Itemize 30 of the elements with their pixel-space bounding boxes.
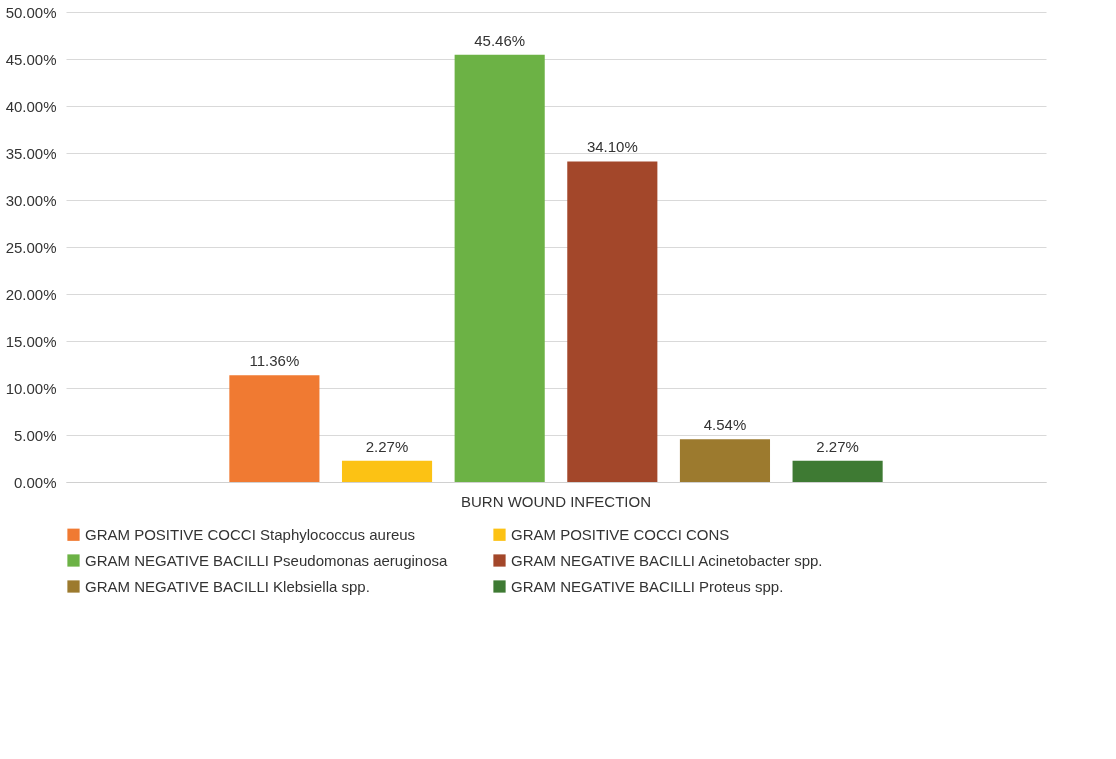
y-tick-label: 15.00% (5, 332, 57, 350)
legend-label: GRAM NEGATIVE BACILLI Acinetobacter spp. (511, 551, 823, 569)
y-tick-label: 0.00% (13, 473, 57, 491)
x-tick-label: BURN WOUND INFECTION (461, 492, 651, 510)
legend-label: GRAM POSITIVE COCCI Staphylococcus aureus (85, 525, 416, 543)
y-tick-label: 10.00% (5, 379, 57, 397)
bar (229, 375, 320, 482)
data-label: 34.10% (586, 138, 638, 156)
y-tick-label: 40.00% (5, 97, 57, 115)
y-tick-label: 25.00% (5, 238, 57, 256)
legend-label: GRAM NEGATIVE BACILLI Pseudomonas aeruginosa (85, 551, 449, 569)
y-tick-label: 50.00% (5, 3, 57, 21)
data-label: 11.36% (249, 352, 300, 370)
legend-label: GRAM NEGATIVE BACILLI Proteus spp. (511, 577, 784, 595)
y-tick-label: 20.00% (5, 285, 57, 303)
y-tick-label: 45.00% (5, 50, 57, 68)
legend-label: GRAM NEGATIVE BACILLI Klebsiella spp. (85, 577, 370, 595)
bar (679, 439, 771, 482)
y-tick-label: 30.00% (5, 191, 57, 209)
data-label: 2.27% (816, 437, 859, 455)
data-label: 45.46% (474, 31, 526, 49)
y-tick-label: 35.00% (5, 144, 57, 162)
bar (454, 54, 545, 482)
bar (792, 460, 883, 482)
y-tick-label: 5.00% (13, 426, 57, 444)
legend-label: GRAM POSITIVE COCCI CONS (511, 525, 730, 543)
data-label: 4.54% (703, 416, 747, 434)
data-label: 2.27% (365, 437, 409, 455)
bar (567, 161, 658, 482)
bar (341, 460, 433, 482)
